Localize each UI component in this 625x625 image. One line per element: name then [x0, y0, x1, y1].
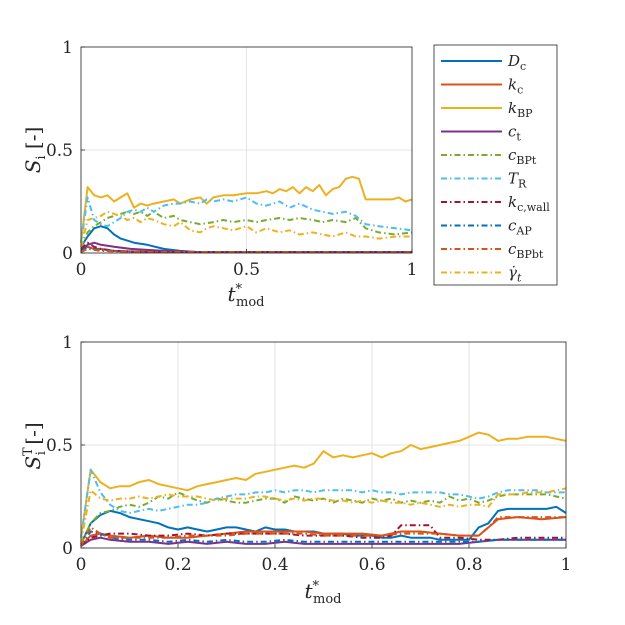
y-tick-label: 0.5: [46, 436, 73, 456]
legend-label: Dc: [507, 52, 526, 73]
legend-label: cBPt: [508, 146, 537, 167]
legend-label: γ̇t: [508, 264, 522, 285]
bottom-xlabel: t* mod: [304, 579, 341, 607]
legend-label: kc: [508, 76, 523, 97]
y-tick-label: 1: [62, 38, 73, 58]
bottom-chart: 0 0.2 0.4 0.6 0.8 1 0 0.5 1 STi [-] t* mod: [21, 333, 571, 607]
x-tick-label: 0.4: [261, 555, 288, 575]
bottom-ylabel: STi [-]: [21, 422, 49, 469]
top-ticks: 0 0.5 1 0 0.5 1: [46, 38, 417, 280]
bottom-series-group: [80, 431, 567, 547]
x-tick-label: 0.5: [233, 260, 260, 280]
x-tick-label: 1: [407, 260, 418, 280]
series-line-k-bp: [80, 431, 567, 538]
top-ylabel: Si [-]: [21, 127, 49, 174]
series-line-t-r: [80, 196, 413, 243]
x-tick-label: 1: [561, 555, 572, 575]
y-tick-label: 0.5: [46, 141, 73, 161]
series-line-k-c: [80, 516, 567, 547]
y-tick-label: 0: [62, 244, 73, 264]
legend-label: kc,wall: [508, 193, 550, 214]
series-line-c-ap: [80, 245, 413, 254]
legend-label: ct: [508, 123, 521, 144]
legend-label: kBP: [508, 99, 533, 120]
top-chart: 0 0.5 1 0 0.5 1 Si [-] t* mod: [21, 38, 417, 310]
series-line-c-bpbt: [80, 516, 566, 547]
series-line-c-bpt: [80, 210, 413, 248]
legend-label: cAP: [508, 217, 532, 238]
x-tick-label: 0.6: [358, 555, 385, 575]
x-tick-label: 0.8: [455, 555, 482, 575]
y-tick-label: 1: [62, 333, 73, 353]
series-line-k-bp: [80, 175, 413, 243]
legend-label: cBPbt: [508, 240, 544, 261]
x-tick-label: 0: [76, 260, 87, 280]
series-line-k-c-wall: [80, 524, 566, 547]
series-line-c-bpt: [80, 491, 567, 545]
x-tick-label: 0: [76, 555, 87, 575]
top-series-group: [80, 175, 413, 254]
series-line-t-r: [80, 468, 566, 538]
legend-label: TR: [508, 170, 527, 191]
series-line--t: [80, 210, 412, 248]
y-tick-label: 0: [62, 539, 73, 559]
x-tick-label: 0.2: [164, 555, 191, 575]
bottom-ticks: 0 0.2 0.4 0.6 0.8 1 0 0.5 1: [46, 333, 571, 575]
top-xlabel: t* mod: [227, 282, 264, 310]
series-line-c-ap: [80, 530, 566, 547]
